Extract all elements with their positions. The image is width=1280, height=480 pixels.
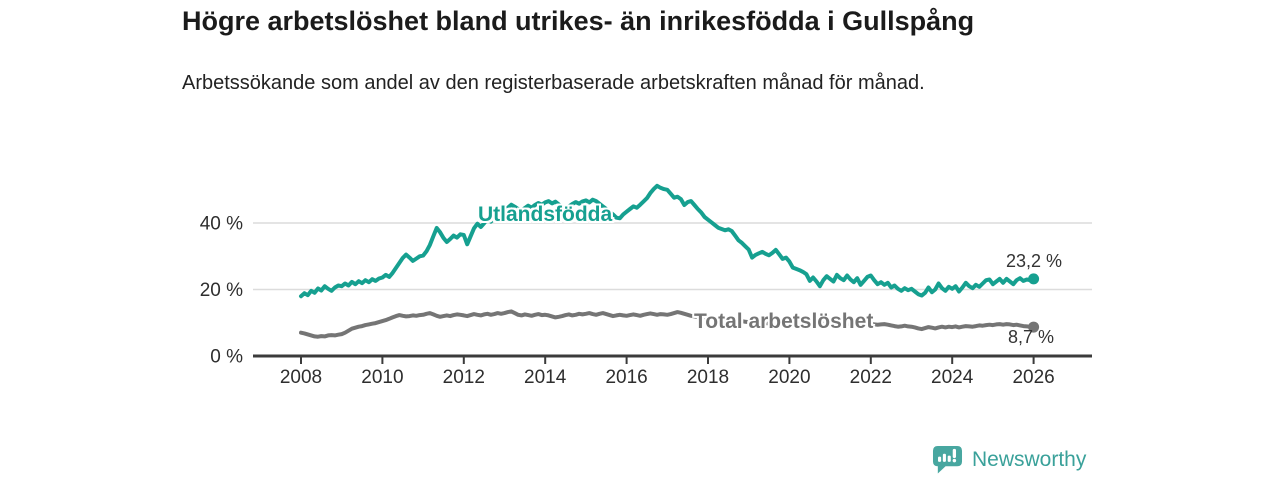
line-chart-plot: 2008 2010 2012 2014 2016 2018 2020 2022 2024 2026… (200, 183, 1092, 388)
x-tick-label: 2022 (850, 367, 892, 388)
x-tick-label: 2024 (931, 367, 974, 388)
x-tick-label: 2014 (524, 367, 567, 388)
x-tick-label: 2010 (361, 367, 403, 388)
y-tick-label: 20 % (200, 280, 243, 301)
series-label-total-arbetsloshet: Total arbetslöshet (694, 310, 874, 333)
end-value-label-utlandsfodda: 23,2 % (1006, 251, 1063, 271)
chart-title: Högre arbetslöshet bland utrikes- än inr… (182, 6, 975, 36)
end-value-label-total: 8,7 % (1008, 327, 1055, 347)
y-tick-label: 0 % (210, 347, 243, 368)
speech-bubble-bar-chart-icon (932, 445, 963, 474)
series-end-dot (1028, 321, 1040, 333)
x-tick-label: 2026 (1012, 367, 1054, 388)
series-label-utlandsfodda: Utlandsfödda (478, 203, 613, 226)
series-line-total-arbetsl-shet (299, 309, 1036, 339)
x-tick-label: 2008 (280, 367, 322, 388)
series-line-utlandsf-dda (299, 183, 1036, 299)
y-tick-label: 40 % (200, 214, 243, 235)
series-end-dot (1028, 273, 1040, 285)
x-tick-label: 2016 (605, 367, 647, 388)
x-tick-label: 2018 (687, 367, 729, 388)
x-tick-label: 2020 (768, 367, 810, 388)
x-tick-label: 2012 (443, 367, 485, 388)
brand-name: Newsworthy (972, 448, 1087, 471)
chart-subtitle: Arbetssökande som andel av den registerb… (182, 72, 925, 94)
newsworthy-brand: Newsworthy (932, 445, 1086, 475)
